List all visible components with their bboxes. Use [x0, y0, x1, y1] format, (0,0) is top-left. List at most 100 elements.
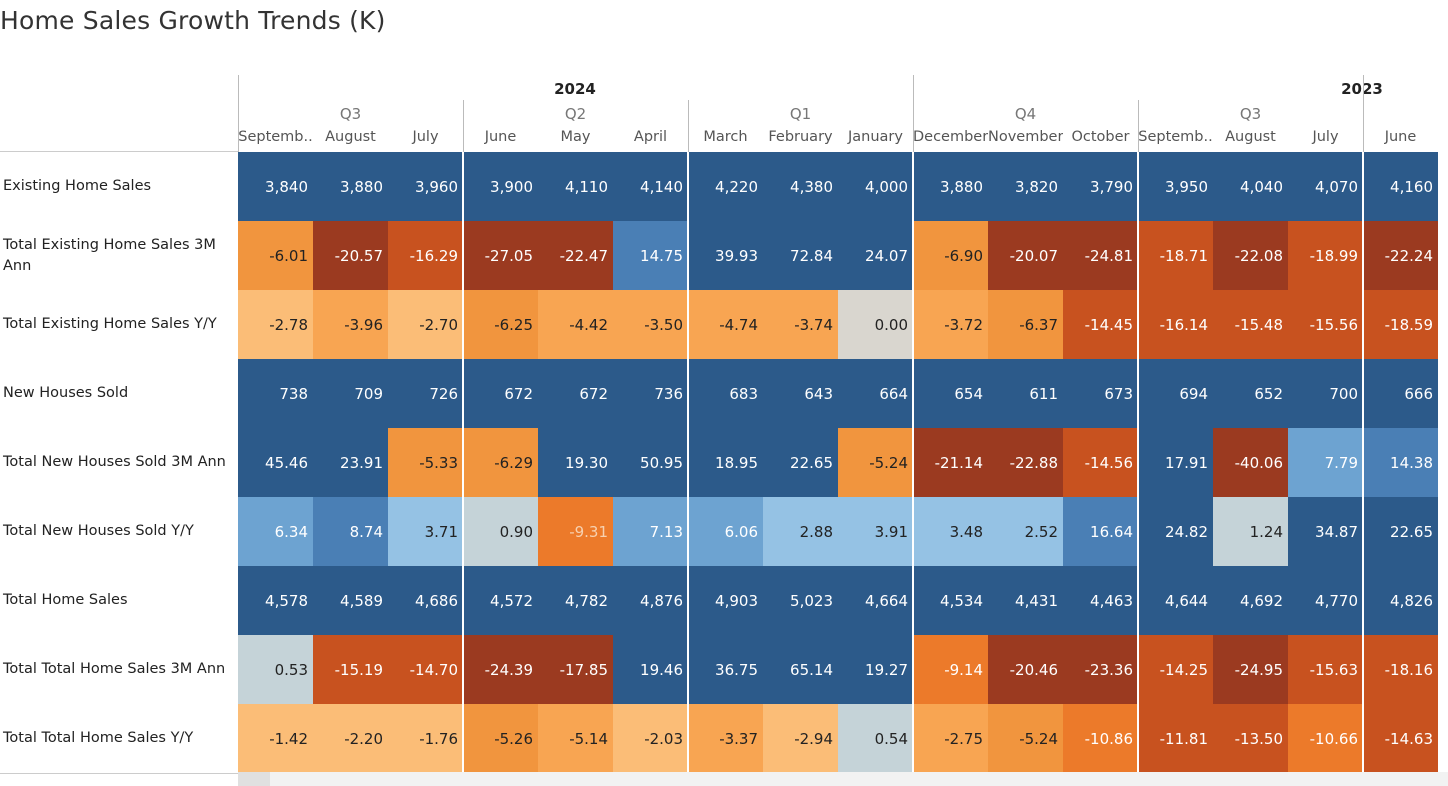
- heatmap-cell: -5.33: [388, 428, 463, 497]
- month-header: May: [560, 129, 591, 145]
- heatmap-cell: 4,876: [613, 566, 688, 635]
- heatmap-cell: 666: [1363, 359, 1438, 428]
- heatmap-cell: 700: [1288, 359, 1363, 428]
- heatmap-cell: 22.65: [763, 428, 838, 497]
- horizontal-scrollbar[interactable]: [238, 772, 1448, 786]
- heatmap-cell: 19.27: [838, 635, 913, 704]
- heatmap-cell: -9.31: [538, 497, 613, 566]
- heatmap-cell: -18.99: [1288, 221, 1363, 290]
- heatmap-cell: 4,431: [988, 566, 1063, 635]
- quarter-divider: [913, 75, 914, 152]
- quarter-header: Q2: [564, 105, 587, 123]
- heatmap-cell: 4,110: [538, 152, 613, 221]
- quarter-divider: [1138, 100, 1139, 152]
- heatmap-cell: -20.07: [988, 221, 1063, 290]
- quarter-divider-body: [687, 152, 689, 773]
- quarter-divider: [1363, 75, 1364, 152]
- heatmap-cell: 3,880: [313, 152, 388, 221]
- heatmap-cell: -6.90: [913, 221, 988, 290]
- heatmap-cell: 18.95: [688, 428, 763, 497]
- heatmap-cell: 643: [763, 359, 838, 428]
- heatmap-cell: 4,140: [613, 152, 688, 221]
- heatmap-cell: 19.46: [613, 635, 688, 704]
- heatmap-cell: 14.38: [1363, 428, 1438, 497]
- heatmap-cell: -5.26: [463, 704, 538, 773]
- scrollbar-thumb[interactable]: [238, 772, 270, 786]
- heatmap-cell: 1.24: [1213, 497, 1288, 566]
- heatmap-cell: -1.42: [238, 704, 313, 773]
- heatmap-cell: 4,463: [1063, 566, 1138, 635]
- heatmap-cell: 3,840: [238, 152, 313, 221]
- heatmap-cell: 0.90: [463, 497, 538, 566]
- month-header: June: [484, 129, 517, 145]
- heatmap-cell: 2.52: [988, 497, 1063, 566]
- heatmap-cell: 4,686: [388, 566, 463, 635]
- heatmap-cell: 4,040: [1213, 152, 1288, 221]
- month-header: July: [1312, 129, 1339, 145]
- heatmap-cell: -4.42: [538, 290, 613, 359]
- heatmap-cell: 23.91: [313, 428, 388, 497]
- heatmap-cell: -18.71: [1138, 221, 1213, 290]
- heatmap-cell: -14.25: [1138, 635, 1213, 704]
- heatmap-cell: -2.78: [238, 290, 313, 359]
- heatmap-cell: -15.19: [313, 635, 388, 704]
- month-header: October: [1071, 129, 1130, 145]
- row-label: Total Existing Home Sales Y/Y: [3, 316, 217, 332]
- heatmap-cell: 4,534: [913, 566, 988, 635]
- heatmap-cell: -14.56: [1063, 428, 1138, 497]
- heatmap-cell: 694: [1138, 359, 1213, 428]
- quarter-header: Q4: [1014, 105, 1037, 123]
- heatmap-cell: 4,220: [688, 152, 763, 221]
- month-header: August: [1225, 129, 1276, 145]
- heatmap-cell: -3.50: [613, 290, 688, 359]
- heatmap-cell: 4,782: [538, 566, 613, 635]
- heatmap-cell: -20.46: [988, 635, 1063, 704]
- page-title: Home Sales Growth Trends (K): [0, 6, 386, 35]
- heatmap-cell: -6.29: [463, 428, 538, 497]
- heatmap-cell: -6.01: [238, 221, 313, 290]
- heatmap-cell: 4,380: [763, 152, 838, 221]
- heatmap-cell: -5.24: [838, 428, 913, 497]
- month-header: Septemb..: [238, 129, 313, 145]
- heatmap-cell: 3,960: [388, 152, 463, 221]
- month-header: January: [848, 129, 903, 145]
- heatmap-cell: 654: [913, 359, 988, 428]
- heatmap-cell: -17.85: [538, 635, 613, 704]
- heatmap-cell: 3,790: [1063, 152, 1138, 221]
- heatmap-cell: 7.79: [1288, 428, 1363, 497]
- heatmap-cell: 7.13: [613, 497, 688, 566]
- heatmap-cell: -27.05: [463, 221, 538, 290]
- heatmap-cell: -3.72: [913, 290, 988, 359]
- quarter-divider: [688, 100, 689, 152]
- heatmap-cell: -10.86: [1063, 704, 1138, 773]
- heatmap-cell: 3,950: [1138, 152, 1213, 221]
- heatmap-cell: 4,664: [838, 566, 913, 635]
- heatmap-cell: 3.91: [838, 497, 913, 566]
- heatmap-cell: 36.75: [688, 635, 763, 704]
- heatmap-cell: 4,589: [313, 566, 388, 635]
- quarter-divider-body: [912, 152, 914, 773]
- heatmap-cell: 16.64: [1063, 497, 1138, 566]
- row-label: Total Total Home Sales Y/Y: [3, 730, 194, 746]
- heatmap-cell: -15.56: [1288, 290, 1363, 359]
- quarter-divider-body: [462, 152, 464, 773]
- row-label: Total Home Sales: [3, 592, 128, 608]
- heatmap-cell: 19.30: [538, 428, 613, 497]
- heatmap-cell: 4,160: [1363, 152, 1438, 221]
- heatmap-cell: 65.14: [763, 635, 838, 704]
- heatmap-cell: 3,880: [913, 152, 988, 221]
- row-label: Total New Houses Sold 3M Ann: [3, 454, 226, 470]
- quarter-divider-body: [1137, 152, 1139, 773]
- heatmap-cell: -20.57: [313, 221, 388, 290]
- row-label: Total Existing Home Sales 3M Ann: [3, 236, 216, 274]
- heatmap-cell: 709: [313, 359, 388, 428]
- heatmap-cell: 17.91: [1138, 428, 1213, 497]
- heatmap-cell: -24.95: [1213, 635, 1288, 704]
- heatmap-cell: 34.87: [1288, 497, 1363, 566]
- heatmap-cell: 50.95: [613, 428, 688, 497]
- heatmap-cell: 4,692: [1213, 566, 1288, 635]
- heatmap-cell: 4,070: [1288, 152, 1363, 221]
- heatmap-cell: -16.14: [1138, 290, 1213, 359]
- heatmap-cell: 3,900: [463, 152, 538, 221]
- heatmap-cell: 4,000: [838, 152, 913, 221]
